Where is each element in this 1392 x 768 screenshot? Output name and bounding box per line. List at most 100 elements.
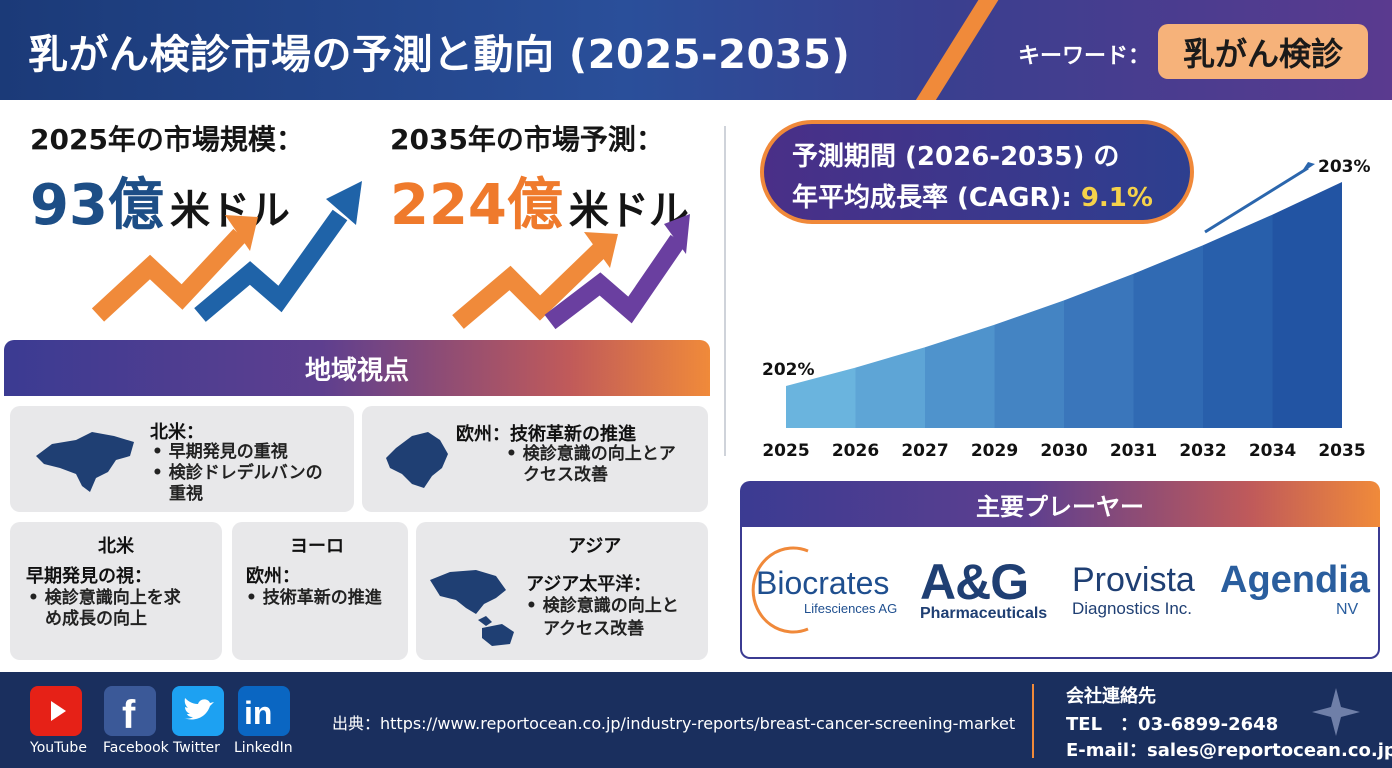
chart-x-tick-label: 2035 [1318, 441, 1365, 461]
cagr-line1: 予測期間 (2026-2035) の [792, 142, 1120, 172]
region-card-1-bullet-2: • 検診ドレデルバンの [152, 463, 323, 483]
provista-logo-name: Provista [1072, 561, 1195, 599]
ag-logo-name: A&G [920, 554, 1029, 610]
forecast-arrow-icon [452, 214, 690, 330]
page-title: 乳がん検診市場の予測と動向 (2025-2035) [28, 32, 851, 78]
header-accent-stripe [903, 0, 1005, 100]
source-citation[interactable]: 出典：https://www.reportocean.co.jp/industr… [332, 714, 1016, 733]
region-card-5-bullet-2: アクセス改善 [526, 619, 645, 639]
region-card-north-america: 北米： • 早期発見の重視 • 検診ドレデルバンの 重視 [10, 406, 354, 512]
market-2035-label: 2035年の市場予測： [390, 123, 664, 156]
players-header: 主要プレーヤー [740, 481, 1380, 527]
region-card-3-subtitle: 早期発見の視： [26, 566, 152, 587]
region-card-2-bullet-2: クセス改善 [506, 465, 608, 485]
header-banner: 乳がん検診市場の予測と動向 (2025-2035) キーワード： 乳がん検診 [0, 0, 1392, 100]
region-card-3-bullet-2: め成長の向上 [28, 609, 147, 629]
chart-x-tick-label: 2025 [762, 441, 809, 461]
chart-area-segment [1203, 214, 1273, 428]
chart-area-segment [786, 367, 856, 428]
market-2025-unit: 米ドル [169, 188, 290, 234]
growth-arrow-icon [91, 181, 362, 322]
linkedin-label: LinkedIn [234, 740, 293, 756]
chart-x-tick-label: 2034 [1249, 441, 1296, 461]
market-2025-label: 2025年の市場規模： [30, 123, 304, 156]
region-card-2-bullet-1: • 検診意識の向上とア [506, 444, 676, 464]
market-2025-number: 93億 [30, 173, 164, 238]
footer-divider [1032, 684, 1034, 758]
chart-area-segment [855, 347, 925, 428]
region-card-5-subtitle: アジア太平洋： [526, 574, 652, 595]
keyword-badge: 乳がん検診 [1158, 24, 1368, 79]
chart-trend-arrowhead [1300, 162, 1315, 174]
biocrates-logo-ring [751, 546, 809, 634]
svg-text:in: in [244, 695, 272, 731]
agendia-logo-name: Agendia [1220, 559, 1370, 601]
players-panel: Biocrates Lifesciences AG A&G Pharmaceut… [740, 527, 1380, 659]
contact-title: 会社連絡先 [1066, 686, 1156, 707]
chart-x-tick-label: 2032 [1179, 441, 1226, 461]
cagr-line2: 年平均成長率 (CAGR): 9.1% [792, 177, 1190, 214]
region-card-europe-detail: ヨーロ 欧州： • 技術革新の推進 [232, 522, 408, 660]
section-divider [724, 126, 726, 456]
chart-start-label: 202% [762, 360, 815, 380]
region-card-5-title: アジア [568, 536, 622, 557]
svg-text:f: f [122, 693, 136, 736]
chart-x-tick-label: 2029 [971, 441, 1018, 461]
contact-tel[interactable]: TEL ：03-6899-2648 [1066, 714, 1279, 735]
youtube-icon[interactable] [30, 686, 82, 736]
ag-logo-sub: Pharmaceuticals [920, 605, 1048, 622]
region-card-asia: アジア アジア太平洋： • 検診意識の向上と アクセス改善 [416, 522, 708, 660]
region-card-1-bullet-1: • 早期発見の重視 [152, 442, 288, 462]
chart-bars [786, 182, 1342, 428]
growth-area-chart: 2025 2026 2027 2029 2030 2031 2032 2034 2035 202… [762, 157, 1371, 461]
region-card-4-title: ヨーロ [290, 536, 344, 557]
twitter-icon[interactable] [172, 686, 224, 736]
provista-logo-sub: Diagnostics Inc. [1072, 599, 1192, 618]
facebook-icon[interactable]: f [104, 686, 156, 737]
chart-area-segment [994, 300, 1064, 428]
regions-panel: 北米： • 早期発見の重視 • 検診ドレデルバンの 重視 欧州：技術革新の推進 … [4, 396, 710, 662]
cagr-callout: 予測期間 (2026-2035) の 年平均成長率 (CAGR): 9.1% [760, 120, 1194, 224]
cagr-value: 9.1% [1080, 183, 1153, 213]
chart-end-label: 203% [1318, 157, 1371, 177]
youtube-label: YouTube [30, 740, 87, 756]
region-card-4-subtitle: 欧州： [246, 566, 300, 587]
cagr-line2-prefix: 年平均成長率 (CAGR): [792, 183, 1081, 213]
chart-x-tick-label: 2031 [1110, 441, 1157, 461]
region-card-3-bullet-1: • 検診意識向上を求 [28, 588, 181, 608]
contact-email[interactable]: E-mail：sales@reportocean.co.jp [1066, 740, 1392, 761]
chart-area-segment [1272, 182, 1342, 428]
chart-trend-arrow [1204, 166, 1309, 234]
chart-x-tick-label: 2026 [832, 441, 879, 461]
sparkle-icon [1312, 688, 1360, 736]
region-card-5-bullet-1: • 検診意識の向上と [526, 596, 679, 616]
keyword-label: キーワード： [1018, 44, 1151, 69]
chart-area-segment [1064, 273, 1134, 428]
europe-map-icon [386, 432, 448, 488]
footer [0, 672, 1392, 768]
facebook-label: Facebook [103, 740, 169, 756]
north-america-map-icon [36, 432, 134, 492]
twitter-label: Twitter [173, 740, 220, 756]
chart-area-segment [1133, 245, 1203, 428]
regions-header: 地域視点 [4, 340, 710, 396]
region-card-1-title: 北米： [150, 422, 204, 443]
biocrates-logo-name: Biocrates [756, 565, 890, 601]
region-card-north-america-detail: 北米 早期発見の視： • 検診意識向上を求 め成長の向上 [10, 522, 222, 660]
market-2035-number: 224億 [390, 173, 563, 238]
linkedin-icon[interactable]: in [238, 686, 290, 736]
region-card-3-title: 北米 [98, 536, 134, 557]
market-2025-value: 93億 米ドル [30, 160, 290, 241]
chart-x-tick-label: 2027 [901, 441, 948, 461]
chart-x-ticks: 2025 2026 2027 2029 2030 2031 2032 2034 2035 [762, 441, 1365, 461]
agendia-logo-sub: NV [1336, 601, 1359, 618]
market-2035-value: 224億 米ドル [390, 160, 689, 241]
asia-pacific-map-icon [430, 570, 514, 646]
biocrates-logo-sub: Lifesciences AG [804, 601, 898, 616]
region-card-europe: 欧州：技術革新の推進 • 検診意識の向上とア クセス改善 [362, 406, 708, 512]
chart-area-segment [925, 324, 995, 428]
region-card-4-bullet-1: • 技術革新の推進 [246, 588, 382, 608]
region-card-1-bullet-3: 重視 [152, 484, 203, 504]
chart-x-tick-label: 2030 [1040, 441, 1087, 461]
region-card-2-title: 欧州：技術革新の推進 [456, 424, 636, 445]
